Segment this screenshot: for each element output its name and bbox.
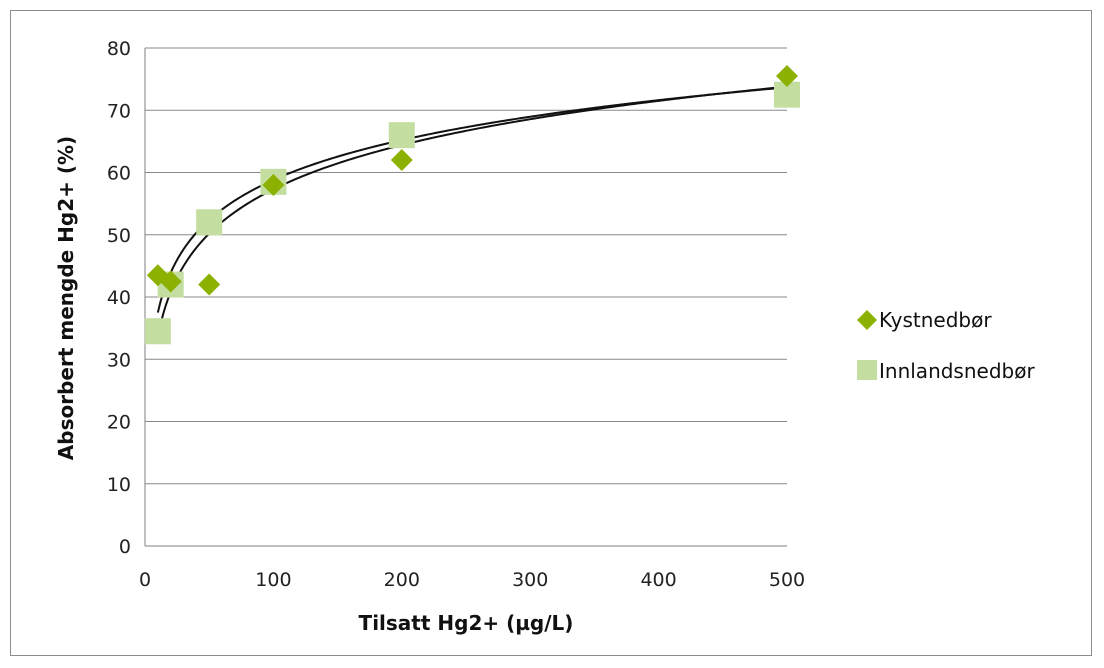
data-point-square (196, 209, 223, 236)
legend: Kystnedbør Innlandsnedbør (857, 308, 1035, 383)
data-point-diamond (159, 270, 182, 293)
x-tick-label: 400 (640, 569, 676, 591)
legend-marker-square (857, 360, 877, 380)
trendline-1 (156, 85, 788, 337)
x-axis: 0 100 200 300 400 500 (139, 569, 805, 591)
legend-label-kystnedbor: Kystnedbør (879, 308, 992, 332)
x-tick-label: 100 (255, 569, 291, 591)
y-axis-title: Absorbert mengde Hg2+ (%) (54, 136, 78, 460)
x-tick-label: 200 (384, 569, 420, 591)
data-point-square (388, 122, 415, 149)
legend-item-kystnedbor: Kystnedbør (857, 308, 992, 332)
x-axis-title: Tilsatt Hg2+ (µg/L) (359, 611, 574, 635)
data-point-square (144, 318, 171, 345)
trendlines (156, 85, 788, 337)
x-tick-label: 500 (769, 569, 805, 591)
y-tick-label: 30 (107, 349, 131, 371)
data-point-diamond (390, 149, 413, 172)
data-points (144, 65, 800, 345)
data-point-diamond (776, 65, 798, 88)
y-tick-label: 0 (119, 536, 131, 558)
legend-label-innlandsnedbor: Innlandsnedbør (879, 359, 1035, 383)
y-tick-label: 40 (107, 287, 131, 309)
x-tick-label: 0 (139, 569, 151, 591)
gridlines (145, 47, 787, 547)
legend-item-innlandsnedbor: Innlandsnedbør (857, 359, 1035, 383)
y-axis: 0 10 20 30 40 50 60 70 80 (107, 38, 146, 558)
chart-frame (10, 10, 1092, 656)
y-tick-label: 50 (107, 225, 131, 247)
y-tick-label: 10 (107, 474, 131, 496)
y-tick-label: 60 (107, 163, 131, 185)
data-point-diamond (262, 173, 285, 196)
data-point-diamond (198, 273, 221, 296)
y-tick-label: 20 (107, 412, 131, 434)
legend-marker-diamond (857, 310, 877, 330)
x-tick-label: 300 (512, 569, 548, 591)
y-tick-label: 80 (107, 38, 131, 60)
y-tick-label: 70 (107, 100, 131, 122)
